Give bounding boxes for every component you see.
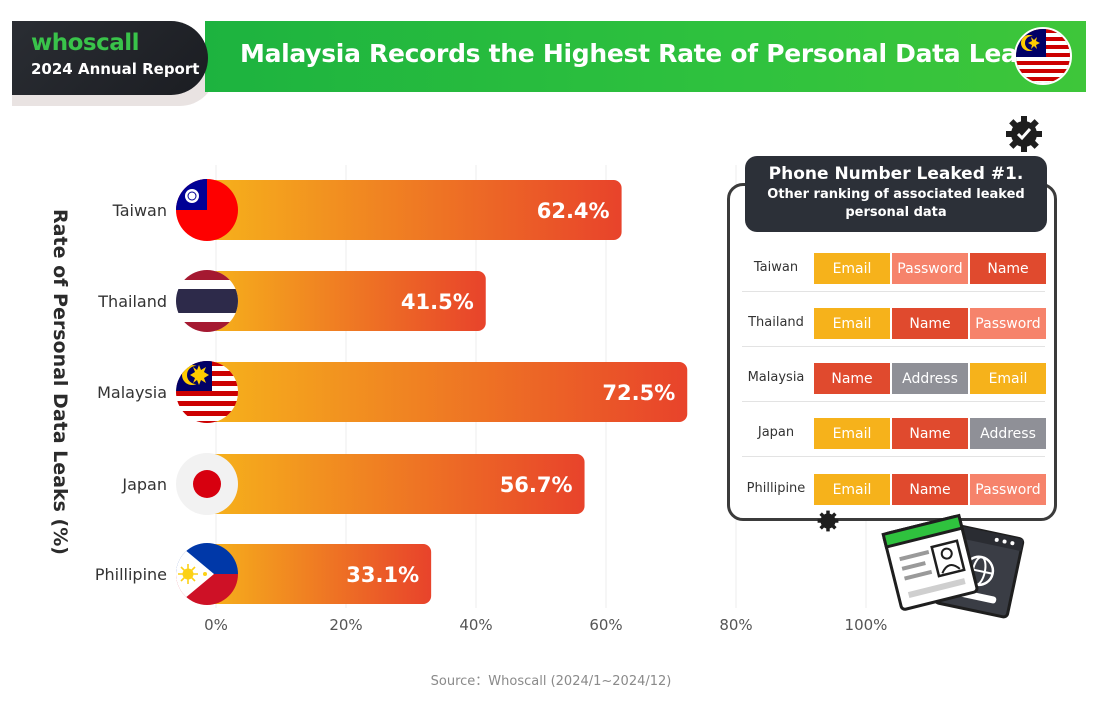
x-tick-label: 60% bbox=[589, 616, 622, 634]
data-type-badge: Email bbox=[970, 363, 1046, 394]
category-label: Thailand bbox=[97, 292, 167, 311]
ranking-row: Malaysia Name Address Email bbox=[740, 350, 1046, 405]
bar-japan bbox=[206, 454, 585, 514]
value-label: 56.7% bbox=[500, 473, 573, 497]
report-label: 2024 Annual Report bbox=[31, 60, 200, 78]
data-type-badge: Email bbox=[814, 253, 890, 284]
gear-check-icon bbox=[1006, 116, 1042, 152]
philippines-flag-icon bbox=[176, 543, 238, 605]
ranking-country: Malaysia bbox=[747, 370, 805, 385]
ranking-row: Phillipine Email Name Password bbox=[740, 461, 1046, 516]
brand-box bbox=[12, 21, 208, 95]
bar-taiwan bbox=[206, 180, 622, 240]
ranking-country: Thailand bbox=[748, 315, 804, 330]
x-tick-label: 40% bbox=[459, 616, 492, 634]
thailand-flag-icon bbox=[176, 270, 238, 332]
bar-malaysia bbox=[206, 362, 688, 422]
data-type-badge: Password bbox=[970, 474, 1046, 505]
panel-subtitle: Other ranking of associated leaked perso… bbox=[767, 187, 1025, 220]
x-tick-label: 100% bbox=[845, 616, 888, 634]
data-type-badge: Name bbox=[814, 363, 890, 394]
data-type-badge: Name bbox=[892, 418, 968, 449]
row-divider bbox=[742, 456, 1045, 457]
taiwan-flag-icon bbox=[176, 179, 238, 241]
header-bar bbox=[205, 21, 1086, 92]
browser-profile-illustration bbox=[881, 513, 1025, 619]
malaysia-flag-icon bbox=[1014, 27, 1072, 85]
japan-flag-icon bbox=[176, 453, 238, 515]
source-note: Source：Whoscall (2024/1~2024/12) bbox=[430, 674, 672, 689]
value-label: 41.5% bbox=[401, 290, 474, 314]
page-title: Malaysia Records the Highest Rate of Per… bbox=[240, 39, 1060, 68]
ranking-country: Phillipine bbox=[746, 481, 806, 496]
data-type-badge: Email bbox=[814, 474, 890, 505]
data-type-badge: Address bbox=[970, 418, 1046, 449]
ranking-country: Japan bbox=[757, 425, 795, 440]
bar-phillipine bbox=[206, 544, 432, 604]
category-label: Malaysia bbox=[97, 383, 167, 402]
x-tick-label: 20% bbox=[329, 616, 362, 634]
ranking-row: Taiwan Email Password Name bbox=[740, 240, 1046, 295]
value-label: 33.1% bbox=[346, 563, 419, 587]
malaysia-flag-icon bbox=[176, 361, 238, 423]
data-type-badge: Name bbox=[892, 308, 968, 339]
category-label: Phillipine bbox=[95, 565, 167, 584]
value-label: 62.4% bbox=[537, 199, 610, 223]
x-tick-label: 0% bbox=[204, 616, 228, 634]
bar-thailand bbox=[206, 271, 486, 331]
data-type-badge: Name bbox=[970, 253, 1046, 284]
ranking-row: Japan Email Name Address bbox=[740, 405, 1046, 460]
small-gear-icon bbox=[817, 510, 839, 532]
data-type-badge: Password bbox=[892, 253, 968, 284]
row-divider bbox=[742, 291, 1045, 292]
ranking-country: Taiwan bbox=[753, 260, 799, 275]
ranking-panel bbox=[727, 183, 1057, 521]
brand-logo: whoscall bbox=[31, 30, 140, 56]
data-type-badge: Name bbox=[892, 474, 968, 505]
row-divider bbox=[742, 346, 1045, 347]
data-type-badge: Address bbox=[892, 363, 968, 394]
category-label: Taiwan bbox=[112, 201, 167, 220]
row-divider bbox=[742, 401, 1045, 402]
data-type-badge: Email bbox=[814, 308, 890, 339]
x-tick-label: 80% bbox=[719, 616, 752, 634]
ranking-panel-header: Phone Number Leaked #1. Other ranking of… bbox=[745, 156, 1047, 232]
panel-title: Phone Number Leaked #1. bbox=[768, 164, 1024, 184]
ranking-row: Thailand Email Name Password bbox=[740, 295, 1046, 350]
value-label: 72.5% bbox=[602, 381, 675, 405]
data-type-badge: Password bbox=[970, 308, 1046, 339]
data-type-badge: Email bbox=[814, 418, 890, 449]
category-label: Japan bbox=[121, 475, 167, 494]
